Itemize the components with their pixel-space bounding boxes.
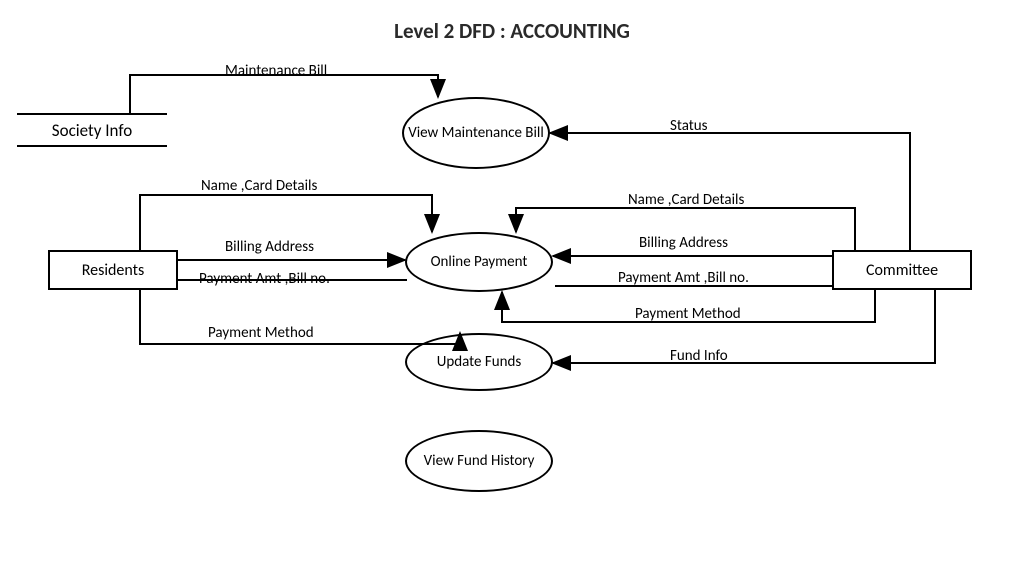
- flow-payment-amt-right: Payment Amt ,Bill no.: [618, 269, 749, 287]
- flow-name-card-right: Name ,Card Details: [628, 191, 744, 209]
- diagram-title: Level 2 DFD : ACCOUNTING: [0, 18, 1024, 44]
- flow-payment-method-left: Payment Method: [208, 324, 314, 342]
- node-view-maintenance-bill: View Maintenance Bill: [402, 97, 550, 169]
- node-residents: Residents: [48, 250, 178, 290]
- flow-billing-address-right: Billing Address: [639, 234, 728, 252]
- flow-payment-amt-left: Payment Amt ,Bill no.: [199, 270, 330, 288]
- flow-fund-info: Fund Info: [670, 347, 728, 365]
- node-label: Online Payment: [431, 253, 528, 271]
- node-label: Residents: [82, 261, 145, 280]
- node-society-info: Society Info: [17, 113, 167, 147]
- flow-name-card-left: Name ,Card Details: [201, 177, 317, 195]
- node-label: View Fund History: [424, 452, 535, 470]
- node-label: View Maintenance Bill: [408, 124, 544, 142]
- node-label: Society Info: [52, 120, 132, 141]
- node-label: Committee: [866, 261, 938, 280]
- flow-status: Status: [670, 117, 708, 135]
- node-online-payment: Online Payment: [405, 232, 553, 292]
- flow-billing-address-left: Billing Address: [225, 238, 314, 256]
- node-update-funds: Update Funds: [405, 333, 553, 391]
- flow-payment-method-right: Payment Method: [635, 305, 741, 323]
- node-view-fund-history: View Fund History: [405, 430, 553, 492]
- node-label: Update Funds: [437, 353, 522, 371]
- node-committee: Committee: [832, 250, 972, 290]
- flow-maintenance-bill: Maintenance Bill: [225, 62, 327, 80]
